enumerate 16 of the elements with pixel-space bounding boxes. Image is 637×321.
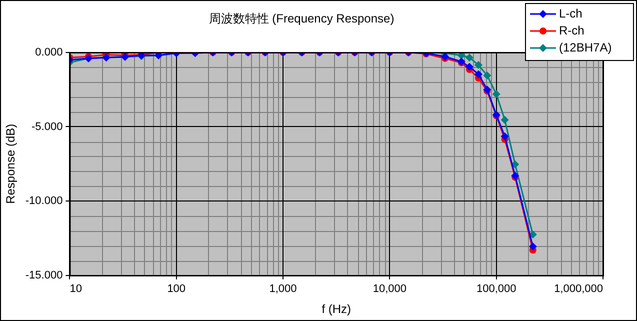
x-tick-label: 1,000 (269, 283, 297, 296)
legend-label: (12BH7A) (559, 40, 612, 54)
chart-title: 周波数特性 (Frequency Response) (208, 12, 394, 26)
y-tick-label: 0.000 (35, 46, 63, 58)
legend-label: L-ch (559, 6, 582, 20)
y-tick-label: -5.000 (32, 120, 63, 133)
x-tick-label: 10 (70, 283, 82, 296)
legend-label: R-ch (559, 23, 584, 38)
y-tick-label: -15.000 (25, 269, 63, 282)
x-tick-label: 100 (167, 283, 186, 296)
y-axis-title: Response (dB) (4, 124, 18, 204)
y-tick-label: -10.000 (25, 195, 63, 208)
x-tick-label: 10,000 (372, 283, 407, 296)
x-tick-label: 100,000 (476, 283, 516, 296)
x-tick-label: 1,000,000 (554, 283, 603, 296)
x-axis-title: f (Hz) (322, 302, 352, 316)
